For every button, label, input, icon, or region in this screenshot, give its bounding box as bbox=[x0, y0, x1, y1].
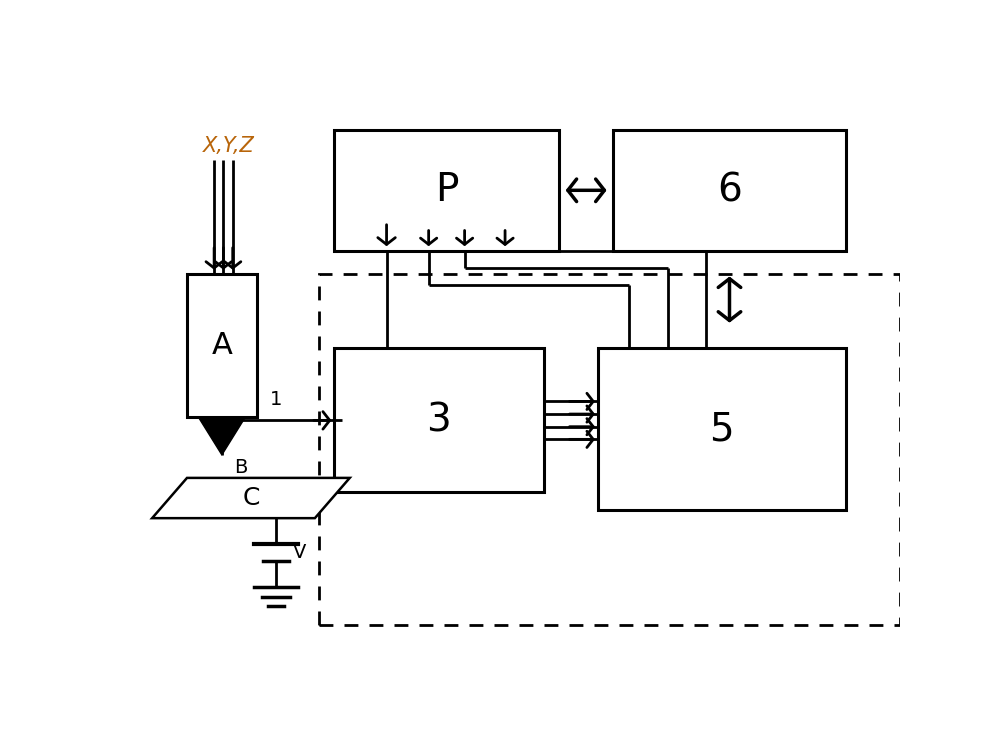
Bar bbox=[598, 348, 846, 509]
Text: A: A bbox=[211, 331, 232, 360]
Bar bbox=[334, 348, 544, 492]
Text: C: C bbox=[242, 486, 260, 510]
Text: 3: 3 bbox=[426, 401, 451, 439]
Text: X,Y,Z: X,Y,Z bbox=[202, 136, 254, 156]
Bar bbox=[187, 273, 257, 418]
Polygon shape bbox=[152, 478, 350, 518]
Text: P: P bbox=[435, 171, 458, 209]
Text: 1: 1 bbox=[270, 390, 282, 409]
Text: 6: 6 bbox=[717, 171, 742, 209]
Text: 5: 5 bbox=[709, 410, 734, 448]
Text: B: B bbox=[234, 458, 248, 477]
Bar bbox=[334, 130, 559, 251]
Text: V: V bbox=[293, 543, 307, 562]
Bar bbox=[613, 130, 846, 251]
Bar bbox=[319, 273, 900, 624]
Polygon shape bbox=[199, 418, 245, 455]
